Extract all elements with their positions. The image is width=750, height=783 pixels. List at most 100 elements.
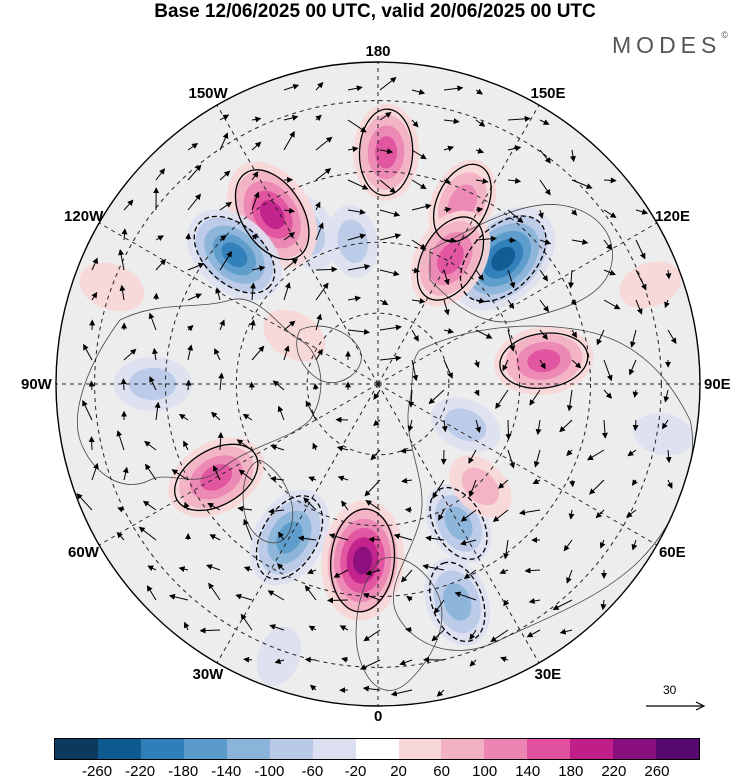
wind-arrow <box>243 518 253 541</box>
wind-arrow <box>443 85 464 92</box>
wind-arrow <box>559 628 573 635</box>
wind-arrow <box>539 239 552 245</box>
wind-arrow <box>475 329 493 339</box>
wind-arrow <box>631 539 638 551</box>
wind-arrow <box>283 114 299 121</box>
anomaly-patch <box>527 349 561 373</box>
wind-arrow <box>407 419 414 432</box>
wind-arrow <box>595 509 605 519</box>
wind-arrow <box>475 119 486 127</box>
meridian-line <box>377 104 540 385</box>
wind-arrow <box>665 269 672 280</box>
wind-arrow <box>214 348 221 361</box>
wind-arrow <box>500 656 509 663</box>
wind-arrow <box>187 344 194 361</box>
wind-arrow <box>219 170 231 181</box>
wind-arrow <box>199 627 221 634</box>
wind-arrow <box>304 585 317 601</box>
wind-arrow <box>443 269 450 286</box>
wind-arrow <box>507 177 522 184</box>
wind-arrow <box>207 502 221 511</box>
wind-arrow <box>535 419 542 436</box>
wind-arrow <box>563 539 573 552</box>
meridian-line <box>377 222 658 385</box>
wind-arrow <box>463 569 477 579</box>
wind-arrow <box>406 595 413 602</box>
wind-arrow <box>425 535 445 542</box>
longitude-label-lon-30w: 30W <box>192 666 224 684</box>
wind-arrow <box>187 325 194 332</box>
wind-arrow <box>269 624 285 631</box>
colorbar-tick-label: 260 <box>644 763 670 780</box>
colorbar-segment <box>441 739 485 759</box>
wind-arrow <box>571 329 578 339</box>
wind-arrow <box>308 476 317 482</box>
wind-arrow <box>315 266 338 273</box>
wind-arrow <box>154 401 161 421</box>
wind-arrow <box>219 235 227 241</box>
wind-arrow <box>460 509 477 522</box>
wind-arrow <box>123 348 137 361</box>
wind-arrow <box>138 526 157 541</box>
wind-arrow <box>539 179 551 196</box>
colorbar-segment <box>527 739 571 759</box>
wind-arrow <box>312 442 318 451</box>
wind-arrow <box>468 449 477 464</box>
wind-arrow <box>400 447 413 454</box>
wind-arrow <box>155 168 166 181</box>
wind-arrow <box>507 269 516 289</box>
wind-arrow <box>379 76 397 91</box>
wind-arrow <box>339 625 349 631</box>
wind-arrow <box>373 389 381 400</box>
meridian-line <box>216 383 379 664</box>
wind-arrow <box>219 132 229 151</box>
longitude-label-lon-120w: 120W <box>64 207 104 225</box>
wind-arrow <box>631 479 638 486</box>
wind-arrow <box>502 359 509 372</box>
wind-arrow <box>171 469 189 481</box>
wind-arrow <box>436 689 445 697</box>
contour-line <box>459 215 547 303</box>
reference-vector-label: 30 <box>663 683 677 697</box>
wind-arrow <box>495 389 509 410</box>
wind-arrow <box>539 359 546 370</box>
contour-line <box>234 169 310 261</box>
wind-arrow <box>304 656 317 663</box>
wind-arrow <box>269 476 285 482</box>
colorbar-tick-label: 140 <box>515 763 541 780</box>
wind-arrow <box>305 400 317 421</box>
wind-arrow <box>373 419 381 427</box>
contour-line <box>174 443 259 512</box>
wind-arrow <box>507 209 524 224</box>
wind-arrow <box>473 359 480 368</box>
wind-arrow <box>147 565 157 572</box>
wind-arrow <box>337 475 349 482</box>
wind-arrow <box>327 597 349 604</box>
colorbar <box>54 738 700 760</box>
wind-arrow <box>411 89 426 95</box>
wind-arrow <box>219 114 230 121</box>
wind-arrow <box>568 269 574 289</box>
wind-arrow <box>431 629 445 642</box>
longitude-label-lon-60e: 60E <box>658 543 686 561</box>
wind-arrow <box>283 207 296 214</box>
contour-line <box>255 495 324 580</box>
wind-arrow <box>118 249 125 271</box>
wind-arrow <box>347 85 363 92</box>
wind-arrow <box>443 177 451 184</box>
wind-arrow <box>184 501 190 511</box>
contour-line <box>358 108 414 197</box>
wind-arrow <box>379 299 389 306</box>
wind-arrow <box>566 449 573 457</box>
colorbar-segment <box>613 739 657 759</box>
longitude-label-lon-120e: 120E <box>654 207 690 225</box>
wind-arrow <box>267 590 285 601</box>
wind-arrow <box>433 599 445 614</box>
wind-arrow <box>532 478 541 484</box>
wind-arrow <box>368 536 381 543</box>
wind-arrow <box>603 269 616 276</box>
wind-arrow <box>569 149 576 163</box>
wind-arrow <box>236 439 253 451</box>
wind-arrow <box>443 359 453 379</box>
wind-arrow <box>475 178 489 185</box>
